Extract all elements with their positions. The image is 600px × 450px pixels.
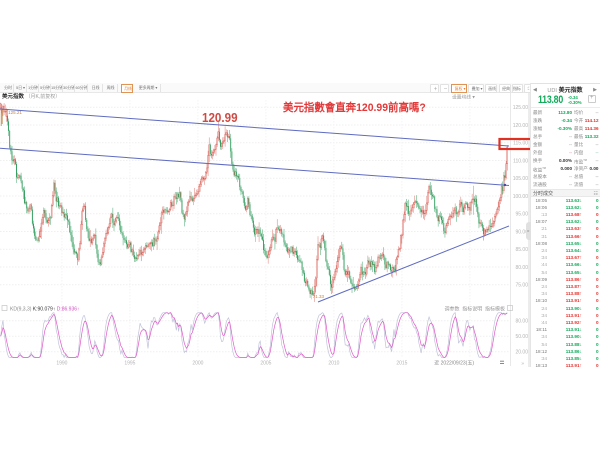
svg-text:20.00: 20.00 [515, 350, 528, 356]
svg-text:75.00: 75.00 [515, 283, 528, 289]
svg-text:110.00: 110.00 [513, 158, 528, 164]
svg-text:95.00: 95.00 [515, 212, 528, 218]
svg-text:2015: 2015 [396, 361, 407, 367]
svg-text:2005: 2005 [260, 361, 271, 367]
svg-text:KD(9,3,3) K:90.079↑ D:86.936↑: KD(9,3,3) K:90.079↑ D:86.936↑ [10, 307, 80, 313]
svg-text:2010: 2010 [328, 361, 339, 367]
svg-text:90.00: 90.00 [515, 229, 528, 235]
svg-text:120.99: 120.99 [202, 110, 238, 124]
svg-text:80.00: 80.00 [515, 318, 528, 324]
svg-text:115.00: 115.00 [513, 141, 528, 147]
svg-text:近 2022/09/23(五): 近 2022/09/23(五) [434, 360, 474, 367]
svg-text:美元指數會直奔120.99前高嗎?: 美元指數會直奔120.99前高嗎? [283, 101, 426, 114]
svg-text:1990: 1990 [56, 361, 67, 367]
svg-text:»: » [521, 361, 524, 367]
svg-text:80.00: 80.00 [515, 265, 528, 271]
svg-text:100.00: 100.00 [513, 194, 529, 200]
svg-text:85.00: 85.00 [515, 247, 528, 253]
svg-text:120.00: 120.00 [513, 123, 529, 129]
svg-text:调参数 指标说明 指标模板: 调参数 指标说明 指标模板 [444, 306, 505, 313]
svg-text:50.00: 50.00 [515, 334, 528, 340]
svg-text:105.00: 105.00 [513, 176, 529, 182]
svg-text:2000: 2000 [192, 361, 203, 367]
svg-text:1995: 1995 [124, 361, 135, 367]
svg-text:125.00: 125.00 [513, 105, 529, 111]
svg-text:⌜125.21: ⌜125.21 [6, 110, 22, 115]
svg-text:⌠71.33: ⌠71.33 [310, 294, 324, 300]
